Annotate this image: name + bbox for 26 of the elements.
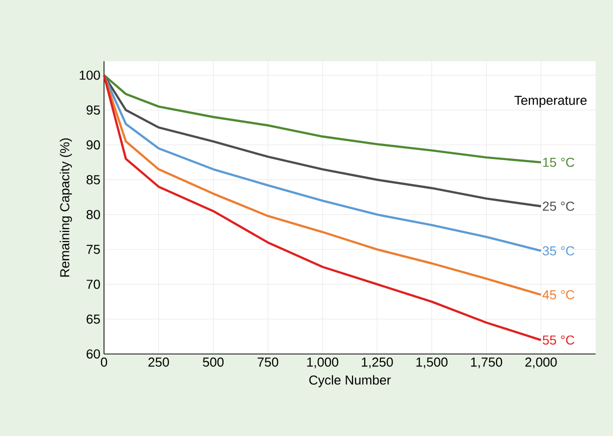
y-tick-label: 95 <box>86 105 100 115</box>
y-tick-label: 85 <box>86 175 100 184</box>
series-label: 55 °C <box>542 335 574 345</box>
y-tick-label: 100 <box>80 70 100 80</box>
x-tick-label: 750 <box>258 358 278 367</box>
x-tick-label: 2,000 <box>525 358 557 368</box>
y-tick-label: 65 <box>86 314 100 324</box>
x-tick-label: 1,750 <box>471 358 502 368</box>
y-tick-label: 80 <box>86 210 100 220</box>
y-tick-label: 70 <box>86 280 100 289</box>
x-axis-title: Cycle Number <box>309 375 391 388</box>
x-tick-label: 1,500 <box>416 358 448 368</box>
x-tick-label: 500 <box>202 358 224 367</box>
legend-title: Temperature <box>514 96 587 108</box>
x-tick-label: 1,250 <box>362 358 393 368</box>
x-tick-label: 1,000 <box>307 358 338 368</box>
y-tick-label: 90 <box>86 140 100 150</box>
x-tick-label: 250 <box>148 358 169 367</box>
series-label: 25 °C <box>542 202 574 211</box>
x-tick-label: 0 <box>100 358 108 367</box>
y-tick-label: 60 <box>86 349 100 359</box>
y-tick-label: 75 <box>86 244 100 254</box>
series-label: 15 °C <box>543 158 574 167</box>
series-label: 35 °C <box>542 246 574 256</box>
y-axis-title: Remaining Capacity (%) <box>60 138 72 277</box>
series-label: 45 °C <box>542 290 574 300</box>
